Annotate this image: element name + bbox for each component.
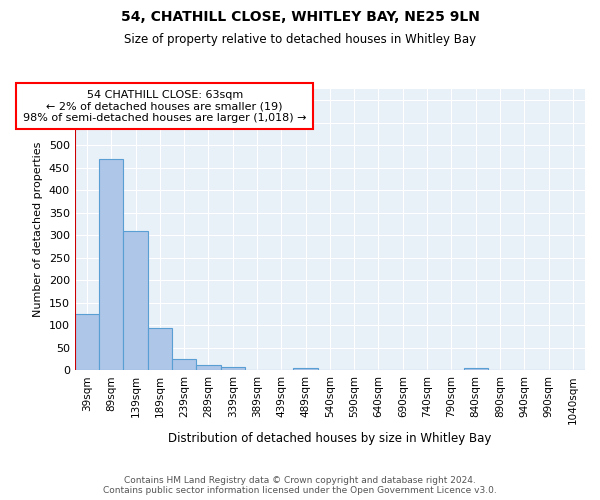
Bar [221,366,245,370]
Bar [196,365,221,370]
Bar [75,314,99,370]
Text: 54, CHATHILL CLOSE, WHITLEY BAY, NE25 9LN: 54, CHATHILL CLOSE, WHITLEY BAY, NE25 9L… [121,10,479,24]
Y-axis label: Number of detached properties: Number of detached properties [33,142,43,318]
Bar [148,328,172,370]
Text: Size of property relative to detached houses in Whitley Bay: Size of property relative to detached ho… [124,32,476,46]
Bar [172,359,196,370]
Text: 54 CHATHILL CLOSE: 63sqm
← 2% of detached houses are smaller (19)
98% of semi-de: 54 CHATHILL CLOSE: 63sqm ← 2% of detache… [23,90,307,122]
Text: Contains HM Land Registry data © Crown copyright and database right 2024.
Contai: Contains HM Land Registry data © Crown c… [103,476,497,495]
X-axis label: Distribution of detached houses by size in Whitley Bay: Distribution of detached houses by size … [168,432,491,445]
Bar [124,231,148,370]
Bar [293,368,318,370]
Bar [99,159,124,370]
Bar [464,368,488,370]
